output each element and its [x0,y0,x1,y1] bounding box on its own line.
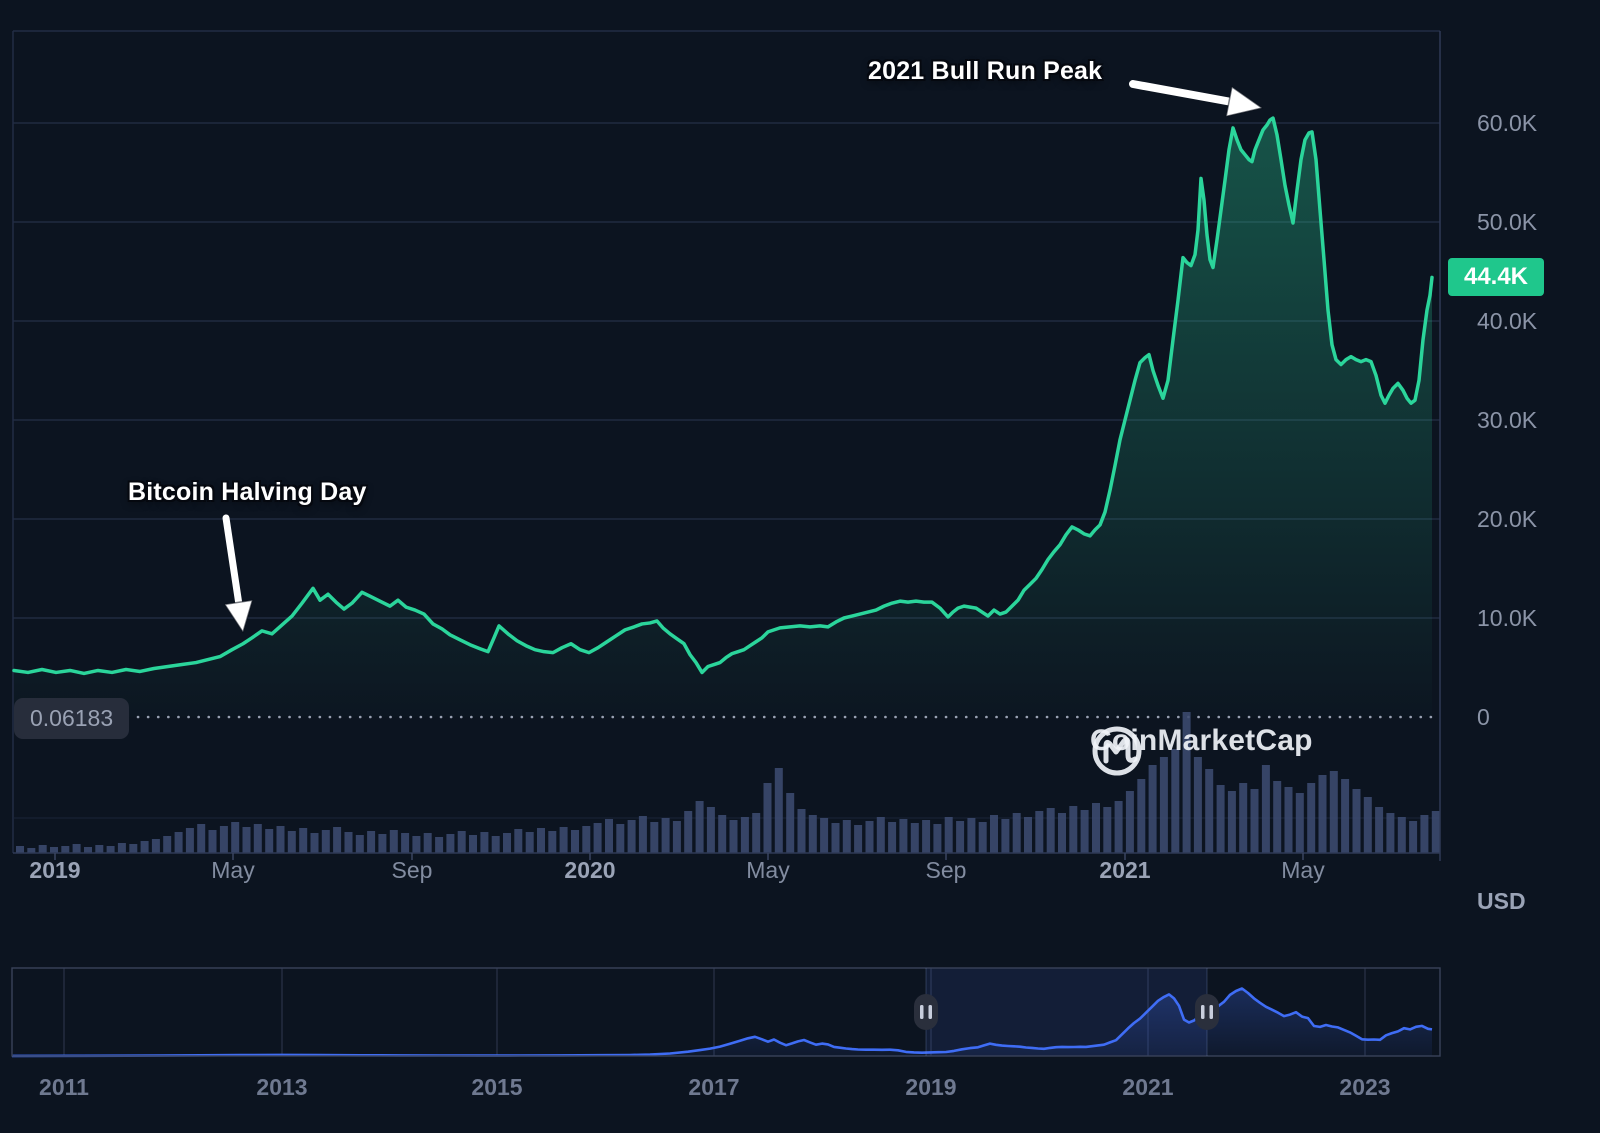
y-tick-label: 50.0K [1477,209,1538,235]
y-tick-label: 0 [1477,704,1490,730]
navigator-handle-left[interactable] [914,994,938,1030]
navigator-tick-label: 2023 [1339,1074,1391,1100]
navigator-tick-label: 2013 [256,1074,308,1100]
watermark: CoinMarketCap [1090,724,1313,776]
y-tick-label: 10.0K [1477,605,1538,631]
halving-day-annotation: Bitcoin Halving Day [128,478,367,506]
axis-lines-and-ticks [13,31,1441,861]
x-tick-label: 2021 [1099,857,1151,883]
navigator-tick-label: 2021 [1122,1074,1174,1100]
pause-icon [1201,1005,1205,1019]
currency-unit-label: USD [1477,888,1526,914]
navigator-tick-label: 2019 [905,1074,957,1100]
y-tick-label: 30.0K [1477,407,1538,433]
x-tick-label: May [1281,857,1325,883]
x-tick-label: May [211,857,255,883]
navigator-handle-right[interactable] [1195,994,1219,1030]
navigator-tick-label: 2015 [471,1074,523,1100]
pause-icon [920,1005,924,1019]
x-tick-label: Sep [391,857,433,883]
bull-run-peak-annotation: 2021 Bull Run Peak [868,57,1103,85]
open-price-pill: 0.06183 [14,698,130,739]
volume-bars [16,712,1440,853]
price-area-series [12,116,1434,718]
last-price-badge: 44.4K [1448,258,1544,296]
x-tick-label: Sep [925,857,967,883]
y-tick-label: 40.0K [1477,308,1538,334]
y-tick-label: 20.0K [1477,506,1538,532]
navigator-tick-label: 2011 [39,1074,89,1100]
x-tick-label: 2020 [564,857,616,883]
y-tick-label: 60.0K [1477,110,1538,136]
x-tick-label: May [746,857,790,883]
annotation-arrows [222,80,1264,634]
coinmarketcap-logo-icon [1092,726,1142,776]
navigator[interactable] [11,967,1441,1058]
navigator-tick-label: 2017 [688,1074,740,1100]
x-tick-label: 2019 [29,857,81,883]
price-gridlines [12,30,1440,853]
